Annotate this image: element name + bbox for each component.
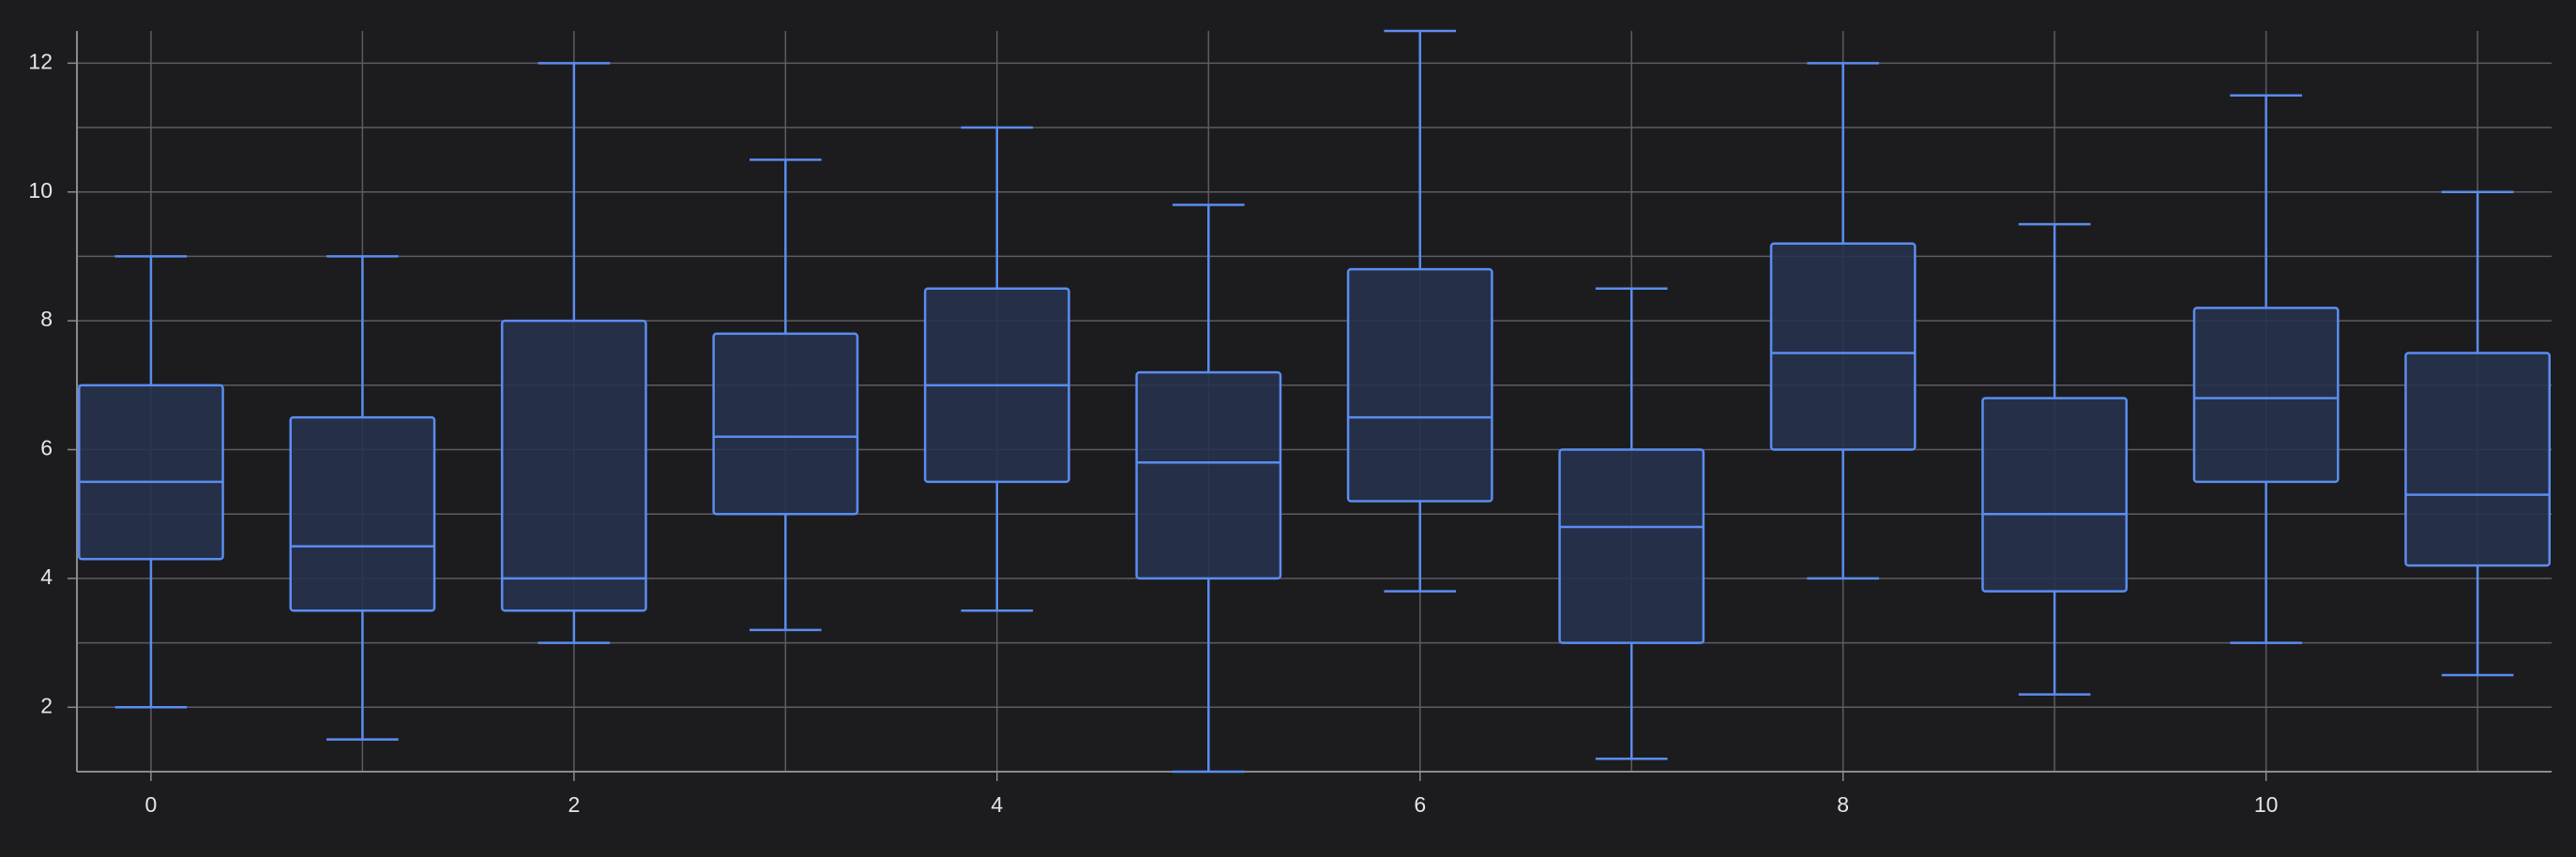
box — [1346, 267, 1493, 503]
box — [1135, 370, 1282, 580]
box — [2192, 307, 2340, 484]
x-tick-label: 2 — [568, 792, 580, 817]
y-tick-label: 6 — [40, 436, 53, 460]
box — [712, 332, 859, 516]
y-tick-label: 8 — [40, 307, 53, 331]
x-tick-label: 4 — [991, 792, 1003, 817]
x-tick-label: 8 — [1837, 792, 1849, 817]
box — [1769, 242, 1917, 451]
y-tick-label: 2 — [40, 693, 53, 717]
x-tick-label: 0 — [145, 792, 158, 817]
y-tick-label: 12 — [28, 49, 53, 73]
y-tick-label: 10 — [28, 178, 53, 203]
y-tick-label: 4 — [40, 564, 53, 589]
box — [289, 415, 436, 612]
x-tick-label: 6 — [1414, 792, 1426, 817]
box — [2404, 352, 2551, 567]
box — [1558, 448, 1705, 644]
x-tick-label: 10 — [2254, 792, 2279, 817]
box — [1981, 397, 2129, 593]
box — [78, 383, 224, 561]
box — [500, 319, 647, 612]
